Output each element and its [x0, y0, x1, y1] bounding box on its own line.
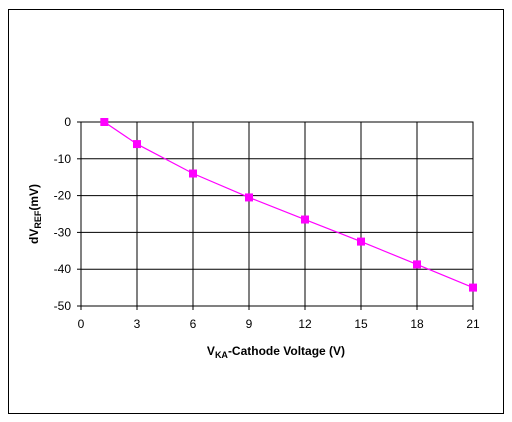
y-tick-label: -30: [54, 225, 72, 239]
chart-frame: [8, 9, 504, 414]
x-tick-label: 9: [246, 317, 253, 331]
y-axis-label-sub: REF: [33, 210, 43, 229]
x-tick-label: 12: [298, 317, 312, 331]
data-point: [301, 215, 309, 224]
x-tick-label: 15: [354, 317, 368, 331]
y-axis-label-rest: (mV): [27, 184, 41, 211]
y-axis-label-main: dV: [27, 229, 41, 244]
data-point: [100, 118, 109, 126]
y-tick-label: 0: [64, 115, 71, 129]
x-tick-label: 21: [466, 317, 480, 331]
x-axis-label-rest: -Cathode Voltage (V): [228, 344, 345, 358]
x-tick-label: 0: [78, 317, 85, 331]
data-point: [469, 283, 477, 292]
y-tick-label: -20: [54, 189, 72, 203]
y-tick-label: -10: [54, 152, 72, 166]
grid: [80, 121, 474, 307]
y-tick-label: -40: [54, 262, 72, 276]
data-point: [189, 169, 197, 178]
x-tick-label: 18: [410, 317, 424, 331]
series: [100, 118, 477, 292]
data-point: [133, 140, 141, 149]
series-line: [103, 121, 474, 289]
x-axis-label-main: V: [207, 344, 215, 358]
y-tick-label: -50: [54, 299, 72, 313]
data-point: [245, 193, 253, 202]
data-point: [413, 260, 421, 269]
y-axis-label: dVREF(mV): [27, 184, 43, 244]
x-axis-label: VKA-Cathode Voltage (V): [207, 344, 345, 360]
tick-labels: 0 3 6 9 12 15 18 21 0 -10 -20 -30 -40 -50: [54, 115, 480, 331]
x-tick-label: 6: [190, 317, 197, 331]
x-tick-label: 3: [134, 317, 141, 331]
x-axis-label-sub: KA: [215, 350, 228, 360]
data-point: [357, 237, 365, 246]
plot-area: [80, 121, 474, 307]
